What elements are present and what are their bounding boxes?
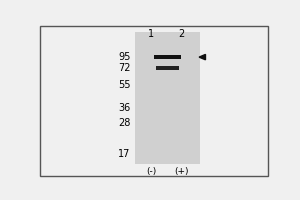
Text: 1: 1 [148,29,154,39]
Text: 72: 72 [118,63,130,73]
Text: 17: 17 [118,149,130,159]
Polygon shape [199,54,206,60]
Text: 2: 2 [178,29,185,39]
Text: (-): (-) [146,167,157,176]
Text: 55: 55 [118,80,130,90]
Bar [154,55,181,59]
Text: 95: 95 [118,52,130,62]
Bar [156,66,179,70]
Bar [135,32,200,164]
Text: 36: 36 [118,103,130,113]
Text: (+): (+) [174,167,189,176]
Text: 28: 28 [118,118,130,128]
